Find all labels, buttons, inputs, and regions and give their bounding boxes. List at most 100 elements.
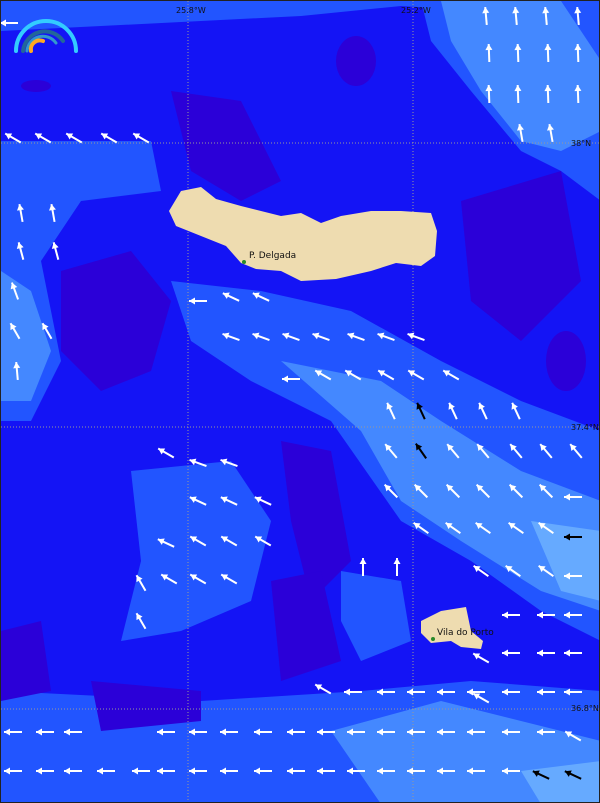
current-arrow (537, 688, 555, 696)
town-marker (242, 260, 246, 264)
current-arrow (564, 493, 582, 501)
current-arrow (467, 688, 485, 696)
current-arrow (36, 767, 54, 775)
current-arrow (508, 522, 524, 534)
current-arrow (407, 369, 425, 381)
current-arrow (564, 730, 582, 742)
island-santa-maria (421, 607, 483, 649)
current-arrow (314, 369, 332, 381)
current-arrow (189, 297, 207, 305)
shade-deep-7 (91, 681, 201, 731)
current-arrow (538, 565, 554, 577)
current-arrow (407, 728, 425, 736)
current-arrow (564, 770, 582, 780)
current-arrow (254, 728, 272, 736)
current-arrow (413, 483, 429, 499)
current-arrow (317, 728, 335, 736)
current-arrow (189, 458, 207, 468)
shade-deep-3 (171, 91, 281, 201)
current-arrow (407, 332, 425, 342)
current-arrow (51, 242, 60, 260)
current-arrow (4, 767, 22, 775)
current-arrow (544, 43, 552, 63)
current-arrow (502, 767, 520, 775)
current-arrow (502, 688, 520, 696)
current-arrow (514, 84, 522, 104)
current-arrow (377, 767, 395, 775)
lat-label: 36.8°N (571, 704, 599, 713)
current-arrow (189, 573, 207, 585)
current-arrow (222, 332, 240, 342)
current-arrow (377, 728, 395, 736)
current-arrow (537, 649, 555, 657)
current-arrow (317, 767, 335, 775)
current-arrow (157, 447, 175, 459)
current-arrow (49, 203, 56, 223)
current-arrow (65, 132, 83, 144)
current-arrow (446, 443, 460, 459)
current-arrow (502, 649, 520, 657)
current-arrow (359, 558, 367, 576)
current-arrow (437, 767, 455, 775)
current-arrow (132, 767, 150, 775)
shade-lightest-south (521, 761, 599, 802)
current-arrow (36, 728, 54, 736)
current-arrow (287, 728, 305, 736)
current-arrow (537, 611, 555, 619)
current-arrow (377, 688, 395, 696)
shade-light-top (1, 1, 599, 61)
current-arrow (220, 535, 238, 547)
current-arrow (538, 522, 554, 534)
current-arrow (445, 483, 461, 499)
current-arrow (220, 573, 238, 585)
current-arrow (157, 538, 175, 548)
shade-light-mid (341, 571, 411, 661)
current-arrow (472, 652, 490, 664)
current-arrow (413, 522, 429, 534)
current-arrow (574, 6, 582, 26)
current-arrow (34, 132, 52, 144)
current-arrow (64, 728, 82, 736)
current-arrow (287, 767, 305, 775)
current-arrow (157, 728, 175, 736)
current-arrow (564, 533, 582, 541)
current-arrow (485, 84, 493, 104)
island-sao-miguel (169, 187, 437, 281)
current-arrow (537, 728, 555, 736)
current-arrow (564, 572, 582, 580)
current-arrow (220, 496, 238, 506)
current-arrow (485, 43, 493, 63)
current-arrow (9, 322, 21, 340)
current-arrow (314, 683, 332, 695)
lat-label: 38°N (571, 139, 592, 148)
shade-lightest-band (531, 521, 599, 601)
town-marker (431, 637, 435, 641)
current-arrow (135, 612, 147, 630)
current-arrow (344, 369, 362, 381)
current-arrow (189, 535, 207, 547)
shade-deep-10 (21, 80, 51, 92)
current-arrow (16, 242, 25, 260)
current-arrow (437, 688, 455, 696)
current-arrow (282, 332, 300, 342)
islands (169, 187, 483, 649)
current-arrow (532, 770, 550, 780)
current-arrow (547, 123, 554, 143)
shade-deep-9 (546, 331, 586, 391)
current-arrow (475, 483, 491, 499)
current-arrow (478, 402, 488, 420)
current-arrow (393, 558, 401, 576)
current-arrow (160, 573, 178, 585)
current-arrow (437, 728, 455, 736)
current-arrow (222, 292, 240, 302)
current-arrow (252, 292, 270, 302)
current-arrow (564, 611, 582, 619)
current-arrow (511, 402, 521, 420)
current-arrow (472, 692, 490, 704)
current-arrow (220, 767, 238, 775)
current-arrow (10, 282, 20, 300)
shade-deep-4 (461, 171, 581, 341)
